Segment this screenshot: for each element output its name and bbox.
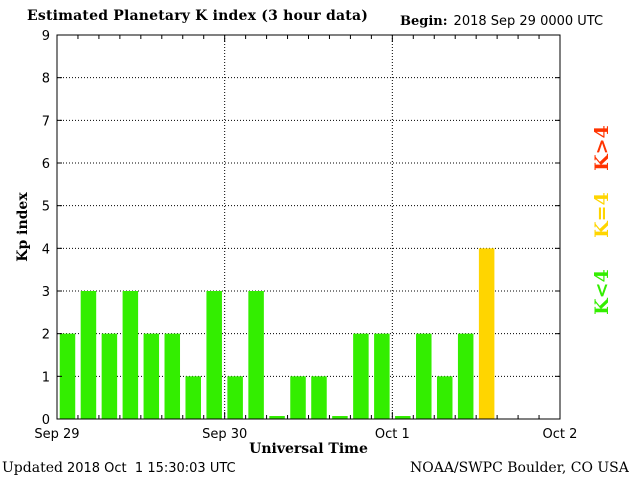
y-tick-label: 4 <box>42 242 50 257</box>
updated-time: Updated 2018 Oct 1 15:30:03 UTC <box>2 460 236 476</box>
chart-title: Estimated Planetary K index (3 hour data… <box>27 8 369 24</box>
x-tick-label: Oct 1 <box>375 427 410 442</box>
begin-label: Begin: <box>400 14 448 29</box>
y-tick-label: 3 <box>42 285 50 300</box>
kp-bar <box>185 376 201 419</box>
kp-bar <box>353 333 369 419</box>
y-axis-label: Kp index <box>15 192 31 262</box>
x-axis-label: Universal Time <box>249 441 368 457</box>
kp-bar <box>478 248 495 419</box>
kp-bar <box>227 376 243 419</box>
grid <box>57 34 560 419</box>
axes: 0 1 2 3 4 5 6 7 8 9 Sep 29 Sep 30 Oct 1 Oct 2 Universa… <box>15 29 577 457</box>
begin-time: Begin: 2018 Sep 29 0000 UTC <box>400 14 603 29</box>
legend-item: K<4 <box>591 269 613 315</box>
kp-bar <box>374 333 390 419</box>
kp-bar <box>164 333 181 419</box>
x-tick-label: Oct 2 <box>543 427 578 442</box>
kp-bar <box>457 333 474 419</box>
y-tick-label: 2 <box>42 328 50 343</box>
y-tick-label: 6 <box>42 157 50 172</box>
x-tick-label: Sep 30 <box>202 427 247 442</box>
kp-bar <box>206 291 222 419</box>
x-tick-label: Sep 29 <box>34 427 79 442</box>
kp-bar <box>143 333 160 419</box>
kp-bar <box>332 416 348 419</box>
kp-bar <box>269 416 285 419</box>
updated-value: 2018 Oct 1 15:30:03 UTC <box>66 461 236 476</box>
legend-item: K>4 <box>591 125 613 171</box>
y-tick-label: 7 <box>42 114 50 129</box>
kp-bar <box>101 333 118 419</box>
kp-bar <box>59 333 76 419</box>
bars <box>59 248 495 419</box>
kp-bar <box>80 291 97 419</box>
kp-bar <box>436 376 453 419</box>
y-tick-label: 8 <box>42 72 50 87</box>
kp-bar <box>311 376 327 419</box>
kp-bar <box>416 333 432 419</box>
begin-value: 2018 Sep 29 0000 UTC <box>453 14 604 29</box>
y-tick-label: 5 <box>42 200 50 215</box>
kp-bar <box>290 376 306 419</box>
y-tick-label: 1 <box>42 370 50 385</box>
updated-label: Updated <box>2 460 63 476</box>
kp-bar <box>122 291 139 419</box>
y-tick-label: 0 <box>42 413 50 428</box>
credit: NOAA/SWPC Boulder, CO USA <box>410 460 629 476</box>
legend: K<4 K=4 K>4 <box>591 125 613 315</box>
legend-item: K=4 <box>591 192 613 238</box>
kp-bar <box>248 291 264 419</box>
kp-bar <box>395 416 411 419</box>
y-tick-label: 9 <box>42 29 50 44</box>
